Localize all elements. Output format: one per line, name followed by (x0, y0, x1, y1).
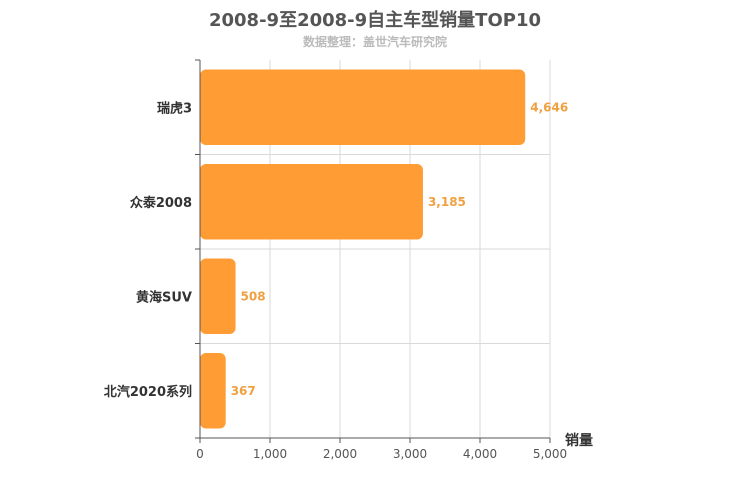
bars-layer (200, 69, 526, 429)
chart-title: 2008-9至2008-9自主车型销量TOP10 (208, 10, 541, 31)
bar[interactable] (200, 69, 526, 146)
category-label: 黄海SUV (136, 289, 192, 305)
x-tick-label: 4,000 (463, 447, 497, 461)
bar[interactable] (200, 163, 423, 240)
x-axis-title: 销量 (565, 432, 593, 449)
category-label: 瑞虎3 (157, 100, 192, 116)
category-label: 众泰2008 (130, 195, 192, 211)
labels-layer: 4,646 瑞虎3 3,185 众泰2008 508 黄海SUV 367 北汽2020系列 0 1… (104, 100, 593, 461)
bar[interactable] (200, 352, 226, 429)
bar-value-label: 4,646 (530, 100, 568, 114)
category-label: 北汽2020系列 (104, 384, 192, 400)
bar-value-label: 508 (241, 289, 266, 303)
bar[interactable] (200, 258, 236, 335)
x-tick-label: 5,000 (533, 447, 567, 461)
x-tick-label: 0 (196, 447, 204, 461)
chart-subtitle: 数据整理：盖世汽车研究院 (302, 35, 447, 49)
x-tick-label: 3,000 (393, 447, 427, 461)
x-tick-label: 1,000 (253, 447, 287, 461)
x-tick-label: 2,000 (323, 447, 357, 461)
bar-value-label: 3,185 (428, 195, 466, 209)
bar-value-label: 367 (231, 384, 256, 398)
axes-layer (195, 59, 551, 443)
